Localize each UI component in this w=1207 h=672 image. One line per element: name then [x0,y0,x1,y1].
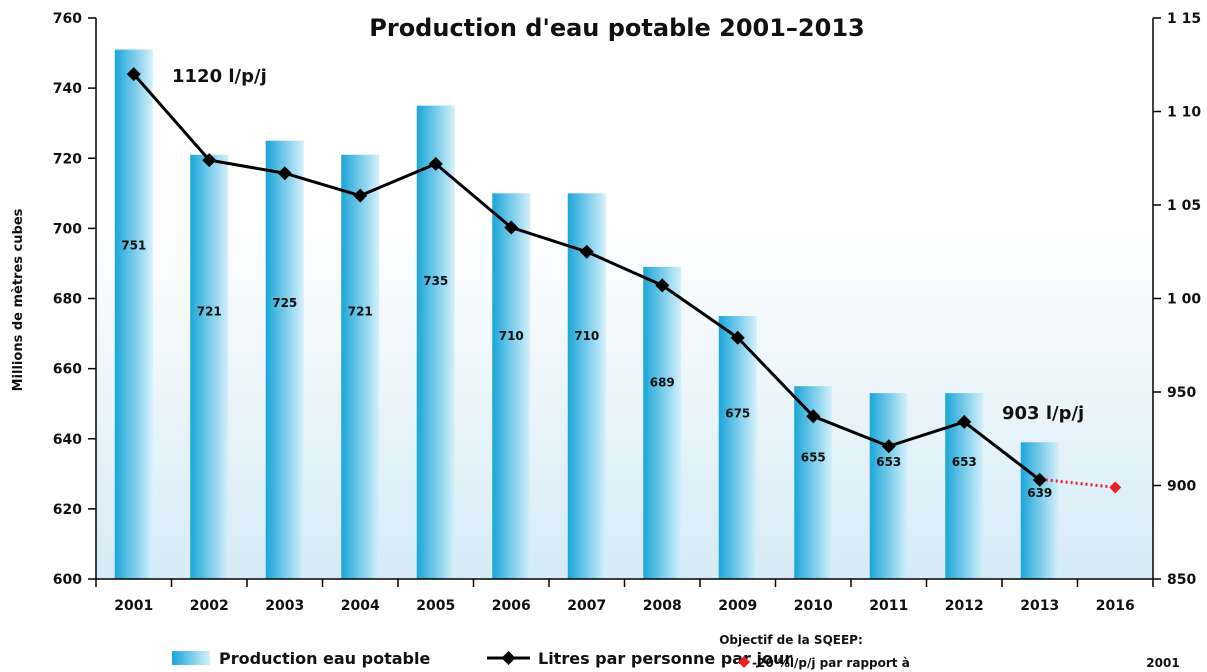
x-tick-label-2002: 2002 [190,598,229,614]
line-layer [126,67,1122,494]
bar-2004 [341,154,380,579]
target-line [1045,478,1116,489]
line-point-2005 [428,156,443,171]
legend-target-title: Objectif de la SQEEP: [719,633,863,647]
line-point-2002 [202,153,217,168]
bar-label-2007: 710 [574,329,599,343]
x-tick-label-2016: 2016 [1096,598,1135,614]
axes-layer: 600 620 640 660 680 700 720 740 760 850 900 950 1 00… [53,11,1202,614]
chart-title: Production d'eau potable 2001–2013 [369,14,864,42]
y2-tick-label-0: 850 [1167,572,1196,588]
legend-target-text: -20 %l/p/j par rapport à [752,656,910,670]
y-tick-label-620: 620 [53,502,82,518]
bar-label-2012: 653 [952,455,977,469]
legend: Production eau potable Litres par person… [172,633,1180,670]
bar-label-2002: 721 [197,305,222,319]
y-tick-label-640: 640 [53,432,82,448]
bar-label-2010: 655 [801,451,826,465]
y2-tick-label-3: 1 00 [1167,292,1201,308]
bar-label-2013: 639 [1027,486,1052,500]
y-tick-label-720: 720 [53,151,82,167]
bar-label-2009: 675 [725,406,750,420]
y-tick-label-600: 600 [53,572,82,588]
x-tick-label-2005: 2005 [416,598,455,614]
x-tick-label-2006: 2006 [492,598,531,614]
bar-label-2011: 653 [876,455,901,469]
bar-label-2004: 721 [348,305,373,319]
bar-2003 [265,140,304,579]
y2-tick-label-5: 1 10 [1167,105,1201,121]
bar-label-2005: 735 [423,274,448,288]
y2-tick-label-2: 950 [1167,385,1196,401]
y2-tick-label-1: 900 [1167,479,1196,495]
bar-2011 [869,393,908,579]
bar-2002 [190,154,229,579]
x-tick-label-2013: 2013 [1020,598,1059,614]
y-axis-label: Millions de mètres cubes [11,208,26,391]
line-point-2012 [957,414,972,429]
line-point-2010 [806,409,821,424]
annotation-start: 1120 l/p/j [172,66,267,87]
legend-target-marker [738,656,750,668]
x-tick-label-2008: 2008 [643,598,682,614]
legend-bar-swatch [172,651,210,665]
bar-2009 [718,316,757,579]
bar-2008 [643,266,682,579]
y-tick-label-660: 660 [53,362,82,378]
y-tick-label-740: 740 [53,81,82,97]
x-tick-label-2011: 2011 [869,598,908,614]
annotation-end: 903 l/p/j [1002,403,1084,424]
bar-2005 [416,105,455,579]
x-tick-label-2007: 2007 [567,598,606,614]
line-point-2009 [730,330,745,345]
bar-label-2008: 689 [650,375,675,389]
bar-2001 [114,49,153,579]
y2-tick-label-4: 1 05 [1167,198,1201,214]
line-point-2013 [1032,472,1047,487]
line-point-2004 [353,188,368,203]
line-point-2001 [126,67,141,82]
line-point-2003 [277,166,292,181]
y2-tick-label-6: 1 15 [1167,11,1201,27]
legend-bars-label: Production eau potable [219,649,430,668]
legend-line-marker [501,651,516,665]
line-point-2006 [504,220,519,235]
target-point-2016 [1109,481,1122,494]
bar-label-2006: 710 [499,329,524,343]
legend-line-label: Litres par personne par jour [538,649,792,668]
legend-target-year: 2001 [1146,656,1179,670]
y-tick-label-700: 700 [53,221,82,237]
x-tick-label-2010: 2010 [794,598,833,614]
bars-layer: 751 721 725 721 735 710 710 689 675 655 653 653 639 [114,49,1059,579]
x-tick-label-2009: 2009 [718,598,757,614]
bar-2006 [492,193,531,579]
line-point-2011 [881,439,896,454]
y-tick-label-680: 680 [53,292,82,308]
bar-label-2001: 751 [121,238,146,252]
x-tick-label-2004: 2004 [341,598,380,614]
x-tick-label-2003: 2003 [265,598,304,614]
x-tick-label-2001: 2001 [114,598,153,614]
bar-2013 [1020,442,1059,579]
plot-background [96,18,1153,579]
line-point-2007 [579,244,594,259]
x-tick-label-2012: 2012 [945,598,984,614]
bar-label-2003: 725 [272,296,297,310]
line-point-2008 [655,278,670,293]
y-tick-label-760: 760 [53,11,82,27]
